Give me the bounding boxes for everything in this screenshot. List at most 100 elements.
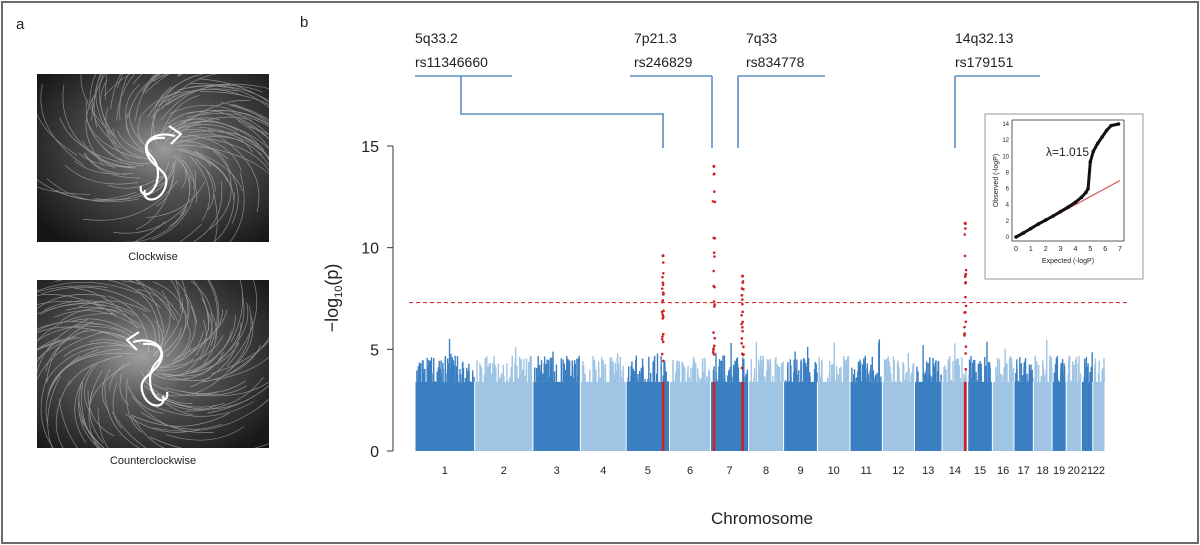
snp-point [1079,380,1081,382]
snp-point [613,373,615,382]
snp-point [893,360,895,382]
snp-point [682,363,685,382]
snp-point [1037,364,1040,382]
snp-point [546,359,548,382]
snp-point [485,375,488,382]
snp-point [502,364,505,382]
snp-point [1063,381,1065,382]
snp-point [499,376,502,382]
snp-point [640,367,643,382]
snp-point [985,372,987,382]
snp-point [861,380,864,382]
snp-point [968,374,971,382]
snp-point [523,377,525,382]
snp-point [647,378,649,382]
snp-point [523,358,525,382]
snp-point [1063,366,1066,382]
snp-point [776,363,779,382]
snp-point [766,359,769,382]
snp-point [1073,364,1075,382]
snp-point [421,360,424,382]
snp-point [476,360,478,382]
snp-point [444,357,447,382]
chromosome-band [1033,381,1052,451]
snp-point [674,381,676,382]
snp-point [969,377,971,382]
locus-hit-column [661,381,665,451]
snp-point [798,370,800,382]
snp-point [480,367,483,382]
locus-hit-point [660,352,664,356]
chromosome-tick-label: 3 [554,465,560,477]
snp-point [699,377,701,382]
snp-point [1009,356,1012,382]
locus-hit-point [964,227,967,230]
locus-hit-point [661,335,664,338]
snp-point [736,363,739,382]
snp-point [930,376,932,382]
chromosome-tick-label: 2 [501,465,507,477]
snp-point [980,363,982,382]
snp-point [865,379,867,382]
snp-point [466,381,469,382]
clockwise-arrow-icon [139,125,183,201]
locus-peak-point [741,274,745,278]
snp-point [1040,375,1042,382]
snp-point [814,362,816,382]
snp-point [774,359,776,382]
snp-point [1015,373,1017,382]
locus-hit-point [963,311,966,314]
snp-point [753,368,756,382]
snp-point [831,365,833,382]
snp-point [972,371,975,382]
snp-point [566,375,568,382]
chromosome-tick-label: 4 [600,465,606,477]
snp-point [997,360,999,382]
qq-point [1084,190,1088,195]
snp-point [927,363,929,382]
snp-point [937,360,940,382]
snp-point [832,363,834,382]
snp-point [486,356,488,382]
snp-point [961,357,963,382]
snp-point [1094,358,1096,382]
chromosome-band [475,381,533,451]
chromosome-tick-label: 6 [687,465,693,477]
snp-point [552,351,554,382]
snp-point [721,375,724,382]
snp-point [800,359,802,382]
snp-point [957,361,959,382]
snp-point [975,372,977,382]
snp-point [999,373,1002,382]
snp-point [514,357,517,382]
snp-point [448,338,451,382]
snp-point [1010,374,1013,382]
qq-y-tick-label: 2 [1006,219,1010,225]
snp-point [1055,357,1058,382]
snp-point [904,379,906,382]
snp-point [563,363,565,382]
qq-x-tick-label: 5 [1088,246,1092,253]
snp-point [958,370,960,382]
snp-point [1083,377,1085,382]
snp-point [577,358,580,382]
snp-point [796,359,798,382]
snp-point [686,372,689,382]
locus-hit-point [661,332,665,336]
qq-y-tick-label: 6 [1006,187,1010,193]
snp-point [644,378,646,382]
snp-point [835,379,837,382]
snp-point [764,378,766,382]
snp-point [969,371,972,382]
snp-point [1100,380,1103,382]
snp-point [765,370,768,382]
snp-point [612,361,614,382]
qq-point [1036,222,1041,226]
locus-hit-point [713,344,716,348]
qq-y-tick-label: 12 [1002,138,1009,144]
snp-point [887,356,889,382]
snp-point [621,377,623,382]
snp-point [784,380,787,382]
snp-point [816,373,818,382]
